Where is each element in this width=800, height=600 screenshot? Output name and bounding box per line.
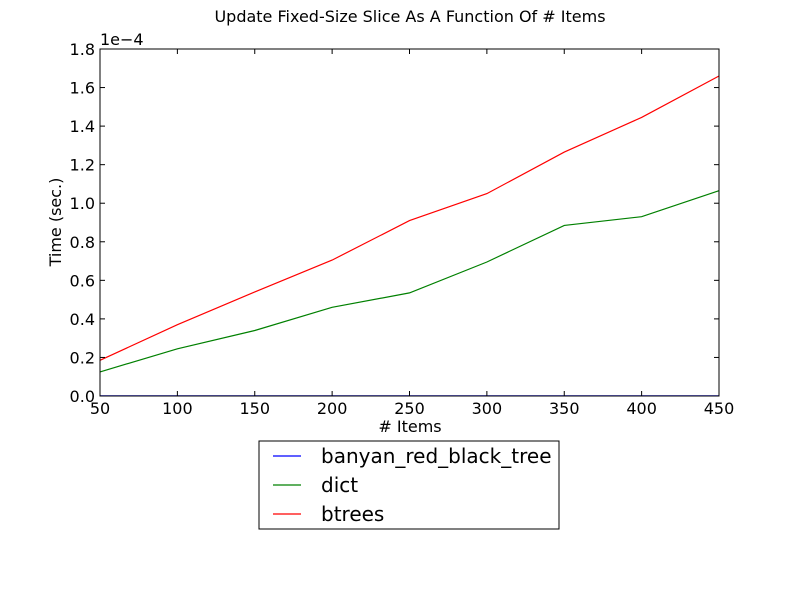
chart-title: Update Fixed-Size Slice As A Function Of… bbox=[214, 7, 605, 26]
series-line-dict bbox=[99, 190, 720, 373]
y-tick-label: 0.2 bbox=[70, 348, 95, 367]
y-tick-label: 0.6 bbox=[70, 271, 95, 290]
y-tick-label: 1.0 bbox=[70, 194, 95, 213]
y-tick-label: 1.8 bbox=[70, 40, 95, 59]
x-tick-label: 50 bbox=[90, 399, 110, 418]
tick-layer: 50 100 150 200 250 300 350 400 450 0.0 0.2 0.4 0.6 0.… bbox=[70, 40, 735, 418]
y-tick-label: 0.4 bbox=[70, 310, 95, 329]
plot-area: 50 100 150 200 250 300 350 400 450 0.0 0.2 0.4 0.6 0.… bbox=[70, 40, 735, 418]
y-tick-label: 1.4 bbox=[70, 117, 95, 136]
x-tick-label: 250 bbox=[394, 399, 425, 418]
x-tick-label: 150 bbox=[239, 399, 270, 418]
y-axis-label: Time (sec.) bbox=[46, 178, 65, 268]
x-axis-label: # Items bbox=[378, 417, 441, 436]
plot-background bbox=[100, 49, 719, 396]
y-scale-note: 1e−4 bbox=[100, 30, 144, 49]
legend-label-dict: dict bbox=[321, 473, 358, 497]
x-tick-label: 100 bbox=[162, 399, 193, 418]
y-tick-label: 1.2 bbox=[70, 156, 95, 175]
x-tick-label: 400 bbox=[626, 399, 657, 418]
x-tick-label: 300 bbox=[472, 399, 503, 418]
legend-label-banyan_red_black_tree: banyan_red_black_tree bbox=[321, 444, 552, 468]
series-line-btrees bbox=[99, 75, 720, 361]
x-tick-label: 350 bbox=[549, 399, 580, 418]
y-tick-label: 0.0 bbox=[70, 387, 95, 406]
legend-label-btrees: btrees bbox=[321, 502, 384, 526]
y-tick-label: 0.8 bbox=[70, 233, 95, 252]
y-tick-label: 1.6 bbox=[70, 79, 95, 98]
x-tick-label: 450 bbox=[704, 399, 735, 418]
legend-frame bbox=[258, 440, 560, 530]
x-tick-label: 200 bbox=[317, 399, 348, 418]
